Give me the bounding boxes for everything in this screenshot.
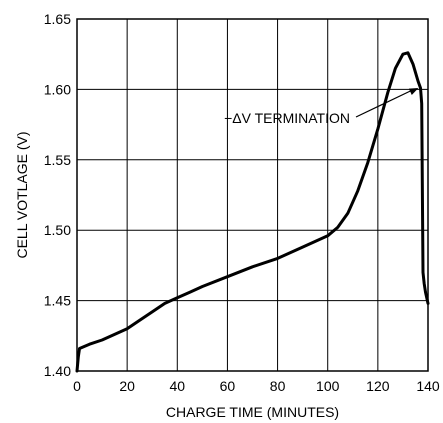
y-tick-label: 1.65 — [44, 11, 71, 27]
plot-frame — [76, 18, 429, 372]
x-tick-label: 40 — [169, 378, 185, 394]
x-tick-label: 140 — [416, 378, 440, 394]
x-tick-label: 100 — [316, 378, 340, 394]
grid — [76, 18, 429, 372]
x-tick-label: 0 — [73, 378, 81, 394]
annotation-arrow — [355, 89, 413, 118]
y-tick-labels: 1.40 1.45 1.50 1.55 1.60 1.65 — [44, 11, 71, 379]
x-tick-label: 60 — [220, 378, 236, 394]
x-tick-label: 120 — [366, 378, 390, 394]
x-tick-label: 20 — [119, 378, 135, 394]
y-tick-label: 1.45 — [44, 293, 71, 309]
voltage-series-line — [75, 51, 430, 373]
x-axis-label: CHARGE TIME (MINUTES) — [166, 404, 339, 420]
y-tick-label: 1.60 — [44, 81, 71, 97]
y-tick-label: 1.50 — [44, 222, 71, 238]
x-tick-label: 80 — [270, 378, 286, 394]
y-tick-label: 1.40 — [44, 363, 71, 379]
annotation-arrowhead — [408, 87, 419, 95]
annotation-label: −ΔV TERMINATION — [224, 110, 350, 126]
y-tick-label: 1.55 — [44, 152, 71, 168]
plot-border — [76, 18, 429, 372]
x-tick-labels: 0 20 40 60 80 100 120 140 — [73, 378, 440, 394]
y-axis-label: CELL VOTLAGE (V) — [14, 131, 30, 258]
